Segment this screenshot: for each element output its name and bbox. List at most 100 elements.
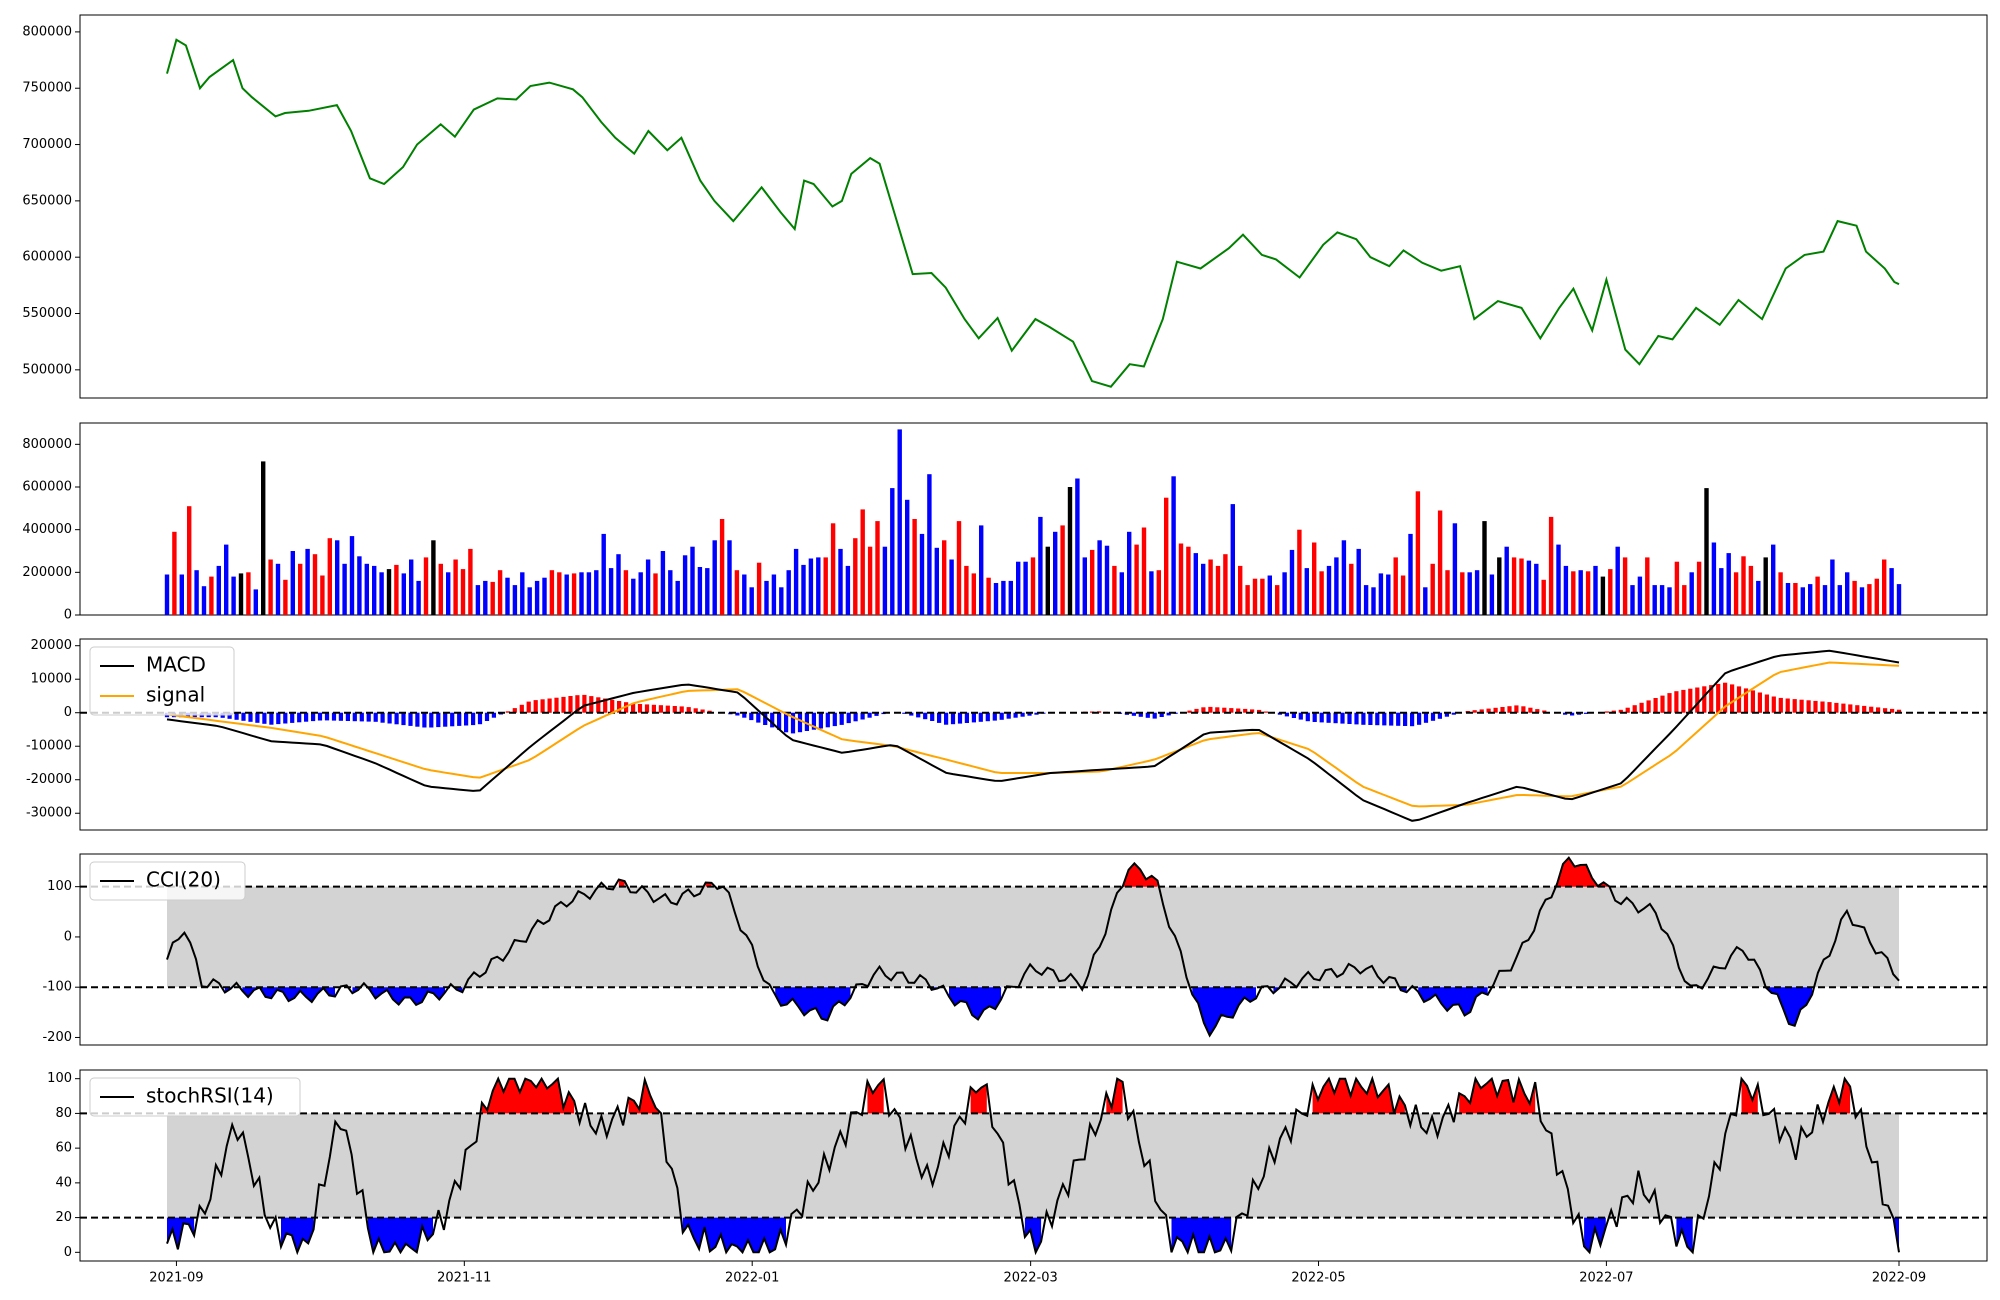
volume-bar <box>1622 557 1628 615</box>
macd-histogram-bar <box>1542 710 1547 713</box>
volume-bar <box>1726 553 1731 615</box>
macd-histogram-bar <box>1667 693 1672 713</box>
macd-histogram-bar <box>1250 709 1255 713</box>
volume-bar <box>905 499 910 615</box>
macd-histogram-bar <box>540 699 545 713</box>
macd-histogram-bar <box>1632 705 1637 713</box>
volume-bar <box>1349 563 1354 615</box>
volume-bar <box>853 538 858 615</box>
macd-histogram-bar <box>1521 706 1526 713</box>
volume-bar <box>1201 563 1206 615</box>
macd-histogram-bar <box>763 712 768 725</box>
macd-histogram-bar <box>1625 707 1630 713</box>
macd-histogram-bar <box>1013 712 1018 718</box>
volume-bar <box>964 565 969 615</box>
macd-histogram-bar <box>1827 702 1832 713</box>
macd-histogram-bar <box>1618 709 1623 713</box>
volume-bar <box>179 574 184 615</box>
cci-ytick-label: 0 <box>64 929 72 944</box>
volume-bar <box>1090 549 1095 615</box>
macd-histogram-bar <box>568 696 573 713</box>
volume-bar <box>1208 559 1213 615</box>
volume-bar <box>631 578 636 615</box>
volume-bar <box>1548 516 1554 615</box>
volume-bar <box>1845 572 1850 615</box>
macd-histogram-bar <box>1291 712 1296 718</box>
macd-histogram-bar <box>387 712 392 724</box>
cci-overbought-fill <box>1557 857 1610 887</box>
volume-bar <box>201 586 207 615</box>
macd-histogram-bar <box>1535 709 1540 713</box>
cci-oversold-fill <box>242 987 335 1002</box>
volume-bar <box>1526 560 1532 615</box>
cci-oversold-fill <box>1765 987 1813 1026</box>
volume-bar <box>1808 584 1813 615</box>
volume-bar <box>668 570 673 615</box>
macd-histogram-bar <box>617 701 622 713</box>
volume-bar <box>1430 563 1435 615</box>
price-ytick-label: 650000 <box>22 193 72 208</box>
x-tick-label: 2022-09 <box>1872 1271 1926 1286</box>
volume-bar <box>172 531 177 615</box>
macd-histogram-bar <box>1716 683 1721 713</box>
volume-bar <box>594 570 599 615</box>
volume-bar <box>1460 572 1465 615</box>
macd-histogram-bar <box>1736 686 1742 713</box>
macd-histogram-bar <box>429 712 434 728</box>
macd-histogram-bar <box>415 712 420 727</box>
macd-histogram-bar <box>1757 692 1762 713</box>
volume-bar <box>1001 580 1006 615</box>
stochrsi-panel: 0 20 40 60 80 100 stochRSI(14) <box>47 1069 1988 1262</box>
volume-bar <box>209 576 214 615</box>
stochrsi-overbought-fill <box>1741 1078 1758 1114</box>
macd-histogram-bar <box>742 712 747 718</box>
price-ytick-label: 800000 <box>22 24 72 39</box>
macd-histogram-bar <box>1507 706 1512 713</box>
macd-histogram-bar <box>923 712 928 720</box>
macd-histogram-bar <box>1778 697 1783 713</box>
macd-histogram-bar <box>1688 688 1693 713</box>
volume-bar <box>1497 557 1502 615</box>
macd-histogram-bar <box>262 712 267 724</box>
volume-bar <box>1149 571 1154 615</box>
macd-histogram-bar <box>1493 707 1498 713</box>
macd-histogram-bar <box>804 712 809 731</box>
macd-histogram-bar <box>401 712 406 726</box>
volume-bar <box>1896 584 1902 615</box>
volume-panel: 0 200000 400000 600000 800000 <box>22 422 1988 623</box>
x-tick-label: 2021-11 <box>437 1271 491 1286</box>
volume-bar <box>1082 557 1087 615</box>
macd-histogram-bar <box>971 712 976 723</box>
volume-bar <box>1275 585 1280 615</box>
macd-histogram-bar <box>1869 706 1874 713</box>
macd-histogram-bar <box>1660 695 1665 713</box>
volume-bar <box>734 570 740 615</box>
volume-bar <box>520 572 525 615</box>
macd-histogram-bar <box>345 712 350 721</box>
macd-histogram-bar <box>596 697 601 713</box>
volume-bar <box>453 559 458 615</box>
volume-bar <box>1075 478 1080 615</box>
macd-histogram-bar <box>867 712 872 718</box>
macd-histogram-bar <box>338 712 343 721</box>
volume-bar <box>1423 587 1428 615</box>
macd-histogram-bar <box>331 712 337 721</box>
volume-bar <box>786 570 791 615</box>
volume-bar <box>557 572 562 615</box>
macd-histogram-bar <box>1305 712 1310 722</box>
volume-bar <box>483 580 488 615</box>
cci-frame <box>79 853 1988 1046</box>
volume-bar <box>993 583 999 615</box>
macd-histogram-bar <box>686 707 691 713</box>
macd-histogram-bar <box>832 712 837 727</box>
macd-histogram-bar <box>1340 712 1345 724</box>
macd-histogram-bar <box>1472 710 1477 713</box>
macd-histogram-bar <box>1006 712 1011 719</box>
macd-histogram-bar <box>1229 708 1234 713</box>
volume-bar <box>1719 568 1724 615</box>
cci-oversold-fill <box>369 987 445 1005</box>
macd-histogram-bar <box>1347 712 1352 724</box>
macd-histogram-bar <box>749 712 754 721</box>
macd-histogram-bar <box>1528 707 1533 713</box>
volume-bar <box>1408 533 1413 615</box>
